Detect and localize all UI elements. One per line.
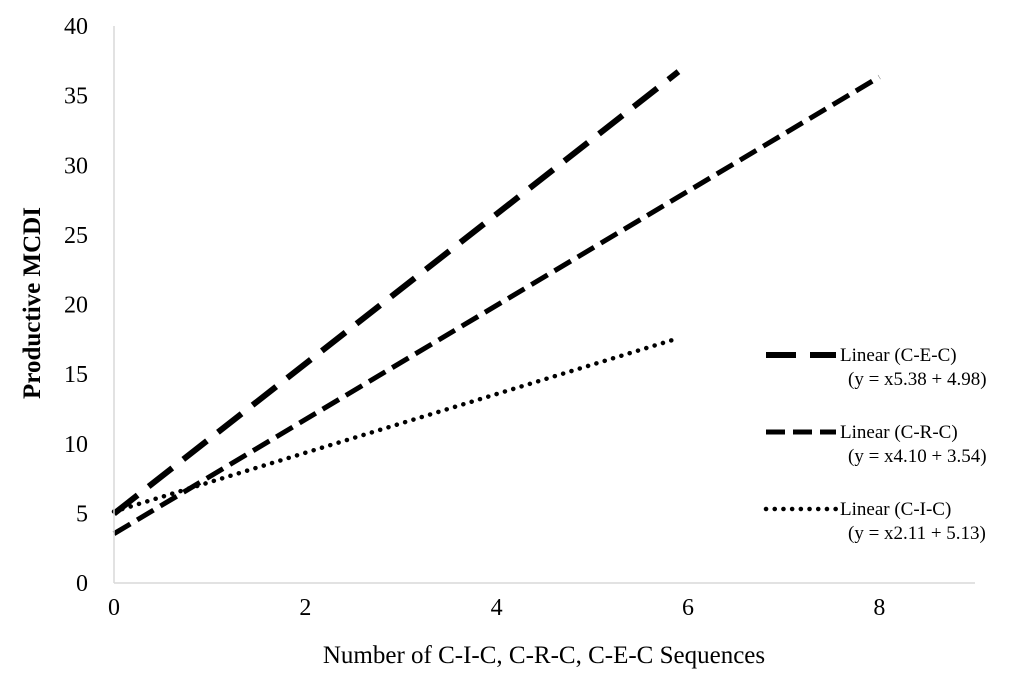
x-axis-title: Number of C-I-C, C-R-C, C-E-C Sequences	[323, 642, 765, 669]
axes	[113, 26, 975, 584]
series-line-1	[112, 69, 681, 517]
y-tick-label: 10	[64, 432, 88, 458]
y-tick-label: 40	[64, 14, 88, 40]
y-axis-title: Productive MCDI	[19, 207, 46, 399]
x-tick-label: 2	[299, 595, 311, 621]
legend-label: Linear (C-R-C)	[840, 422, 958, 443]
x-tick-label: 6	[682, 595, 694, 621]
legend-label: Linear (C-I-C)	[840, 499, 951, 520]
series-line-2	[112, 74, 881, 536]
y-tick-label: 15	[64, 362, 88, 388]
x-tick-label: 0	[108, 595, 120, 621]
y-tick-label: 35	[64, 84, 88, 110]
y-tick-label: 5	[76, 501, 88, 527]
legend-equation: (y = x5.38 + 4.98)	[848, 369, 987, 390]
x-tick-labels: 0 2 4 6 8	[108, 595, 885, 621]
y-tick-label: 25	[64, 223, 88, 249]
plot-area	[111, 69, 881, 536]
legend-label: Linear (C-E-C)	[840, 345, 957, 366]
series-line-3	[111, 335, 681, 514]
y-tick-label: 0	[76, 571, 88, 597]
x-tick-label: 8	[873, 595, 885, 621]
y-tick-label: 20	[64, 293, 88, 319]
legend-equation: (y = x2.11 + 5.13)	[848, 523, 986, 544]
legend: Linear (C-E-C) (y = x5.38 + 4.98) Linear (…	[763, 345, 987, 544]
x-tick-label: 4	[491, 595, 503, 621]
y-tick-label: 30	[64, 153, 88, 179]
legend-equation: (y = x4.10 + 3.54)	[848, 446, 987, 467]
y-tick-labels: 0 5 10 15 20 25 30 35 40	[64, 14, 88, 597]
